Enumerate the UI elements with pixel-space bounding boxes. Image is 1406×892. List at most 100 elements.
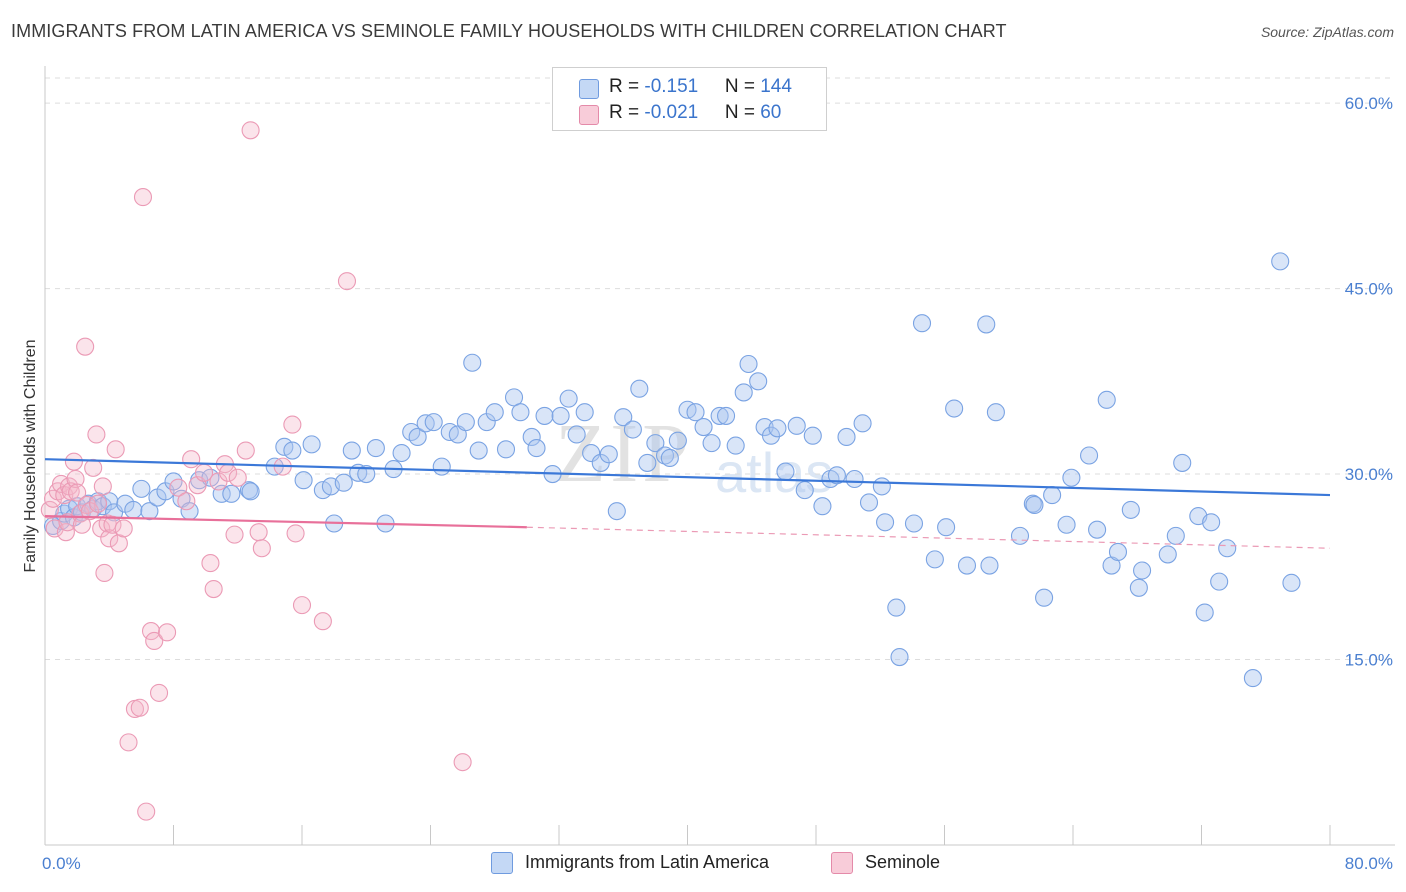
data-point (453, 753, 472, 772)
data-point (977, 315, 996, 334)
gridlines (45, 77, 1395, 661)
data-point (761, 426, 781, 445)
legend-r-label: R = (609, 102, 645, 123)
data-point (859, 493, 879, 512)
data-point (575, 403, 594, 422)
data-point (980, 556, 999, 575)
data-point (694, 418, 713, 437)
data-point (1088, 520, 1107, 539)
bottom-legend-swatch-pink (831, 852, 853, 874)
data-point (313, 612, 332, 631)
legend-r-value: -0.021 (644, 102, 699, 123)
data-point (739, 354, 758, 374)
data-point (286, 524, 305, 543)
data-point (84, 458, 103, 477)
data-point (177, 492, 196, 511)
data-point (222, 484, 241, 503)
data-point (463, 353, 482, 372)
data-point (201, 554, 220, 573)
legend-n-value: 60 (760, 102, 782, 123)
data-point (1035, 588, 1054, 607)
data-point (249, 523, 268, 542)
data-point (1166, 526, 1185, 545)
data-point (660, 448, 679, 468)
x-tick-label: 0.0% (42, 854, 81, 873)
data-point (749, 372, 768, 391)
data-point (228, 468, 247, 487)
legend-n-value: 144 (760, 76, 792, 97)
data-point (124, 500, 143, 519)
data-point (1282, 573, 1301, 592)
y-tick-label: 30.0% (1345, 465, 1393, 484)
data-point (937, 518, 956, 537)
data-point (522, 427, 541, 447)
data-point (1158, 545, 1177, 564)
data-point (686, 403, 705, 422)
data-point (68, 483, 87, 502)
data-point (302, 435, 321, 454)
watermark-atlas: atlas (715, 441, 834, 504)
data-point (283, 441, 302, 460)
data-point (1271, 252, 1290, 271)
data-point (1097, 390, 1116, 409)
data-point (623, 420, 642, 439)
data-point (66, 469, 85, 489)
data-point (890, 648, 909, 667)
data-point (424, 413, 443, 432)
data-point (710, 406, 729, 425)
data-point (87, 425, 106, 444)
trend-line-latin-america (44, 458, 1331, 497)
data-point (366, 439, 385, 458)
data-point (64, 452, 83, 471)
data-point (342, 441, 361, 460)
data-point (252, 539, 271, 558)
watermark-zip: ZIP (555, 407, 693, 500)
data-point (1057, 515, 1076, 534)
data-point (813, 497, 832, 516)
data-point (1010, 526, 1030, 545)
data-point (392, 443, 411, 463)
data-points (40, 121, 1301, 821)
data-point (1080, 446, 1099, 465)
data-point (511, 403, 530, 422)
data-point (334, 473, 353, 492)
legend-r-label: R = (609, 76, 645, 97)
legend-swatch-pink (579, 105, 599, 125)
data-point (957, 556, 977, 575)
data-point (1121, 500, 1140, 519)
data-point (292, 596, 312, 615)
data-point (734, 383, 753, 402)
data-point (1108, 542, 1128, 561)
series-latin-america (43, 252, 1301, 688)
data-point (106, 440, 125, 459)
data-point (803, 426, 822, 445)
data-point (1173, 453, 1192, 472)
data-point (1218, 539, 1237, 558)
data-point (925, 550, 944, 569)
data-point (432, 457, 451, 476)
data-point (607, 502, 626, 521)
data-point (76, 337, 95, 356)
data-point (872, 477, 891, 496)
chart-title: IMMIGRANTS FROM LATIN AMERICA VS SEMINOL… (11, 21, 1007, 41)
data-point (241, 482, 260, 501)
data-point (1210, 572, 1229, 591)
source-label: Source: ZipAtlas.com (1260, 24, 1394, 40)
tick-labels: 15.0% 30.0% 45.0% 60.0% 0.0% 80.0% (42, 94, 1393, 873)
data-point (182, 450, 201, 469)
data-point (912, 314, 932, 333)
legend-n-label: N = (724, 76, 761, 97)
data-point (845, 469, 864, 489)
bottom-legend-label: Immigrants from Latin America (525, 852, 770, 872)
data-point (119, 733, 138, 752)
data-point (567, 425, 586, 444)
legend-swatch-blue (579, 79, 599, 99)
trend-line-seminole (44, 514, 527, 529)
data-point (456, 413, 475, 432)
trend-line-seminole-extension (526, 526, 1331, 549)
data-point (887, 598, 906, 617)
data-point (40, 500, 59, 519)
axes (44, 66, 1395, 846)
data-point (236, 441, 255, 460)
